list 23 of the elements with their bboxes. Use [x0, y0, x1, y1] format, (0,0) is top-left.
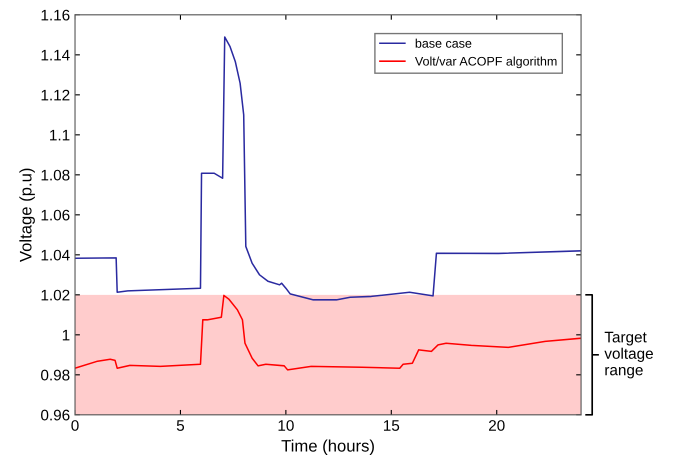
y-tick-label: 0.98 — [41, 370, 70, 381]
x-tick-label: 15 — [384, 420, 400, 431]
y-tick-label: 1.08 — [42, 170, 70, 181]
legend-label: Volt/var ACOPF algorithm — [414, 56, 556, 68]
y-tick-label: 1.1 — [50, 130, 70, 140]
y-tick-label: 1 — [62, 330, 70, 340]
y-tick-label: 0.96 — [41, 410, 70, 420]
y-tick-label: 1.02 — [42, 290, 70, 301]
line-series — [75, 294, 582, 371]
x-tick-label: 5 — [176, 420, 184, 431]
y-tick-label: 1.06 — [42, 210, 70, 221]
x-axis-title: Time (hours) — [282, 439, 374, 456]
y-tick-label: 1.14 — [42, 50, 70, 60]
x-tick-label: 10 — [278, 420, 294, 431]
x-tick-label: 20 — [488, 420, 505, 431]
band-label: Target voltage range — [604, 332, 653, 378]
legend-label: base case — [416, 38, 472, 48]
y-tick-label: 1.12 — [42, 90, 70, 100]
line-series — [75, 36, 582, 301]
y-tick-label: 1.16 — [42, 10, 70, 21]
y-tick-label: 1.04 — [42, 250, 70, 261]
x-tick-label: 0 — [71, 420, 79, 431]
y-axis-title: Voltage (p.u) — [19, 168, 35, 262]
